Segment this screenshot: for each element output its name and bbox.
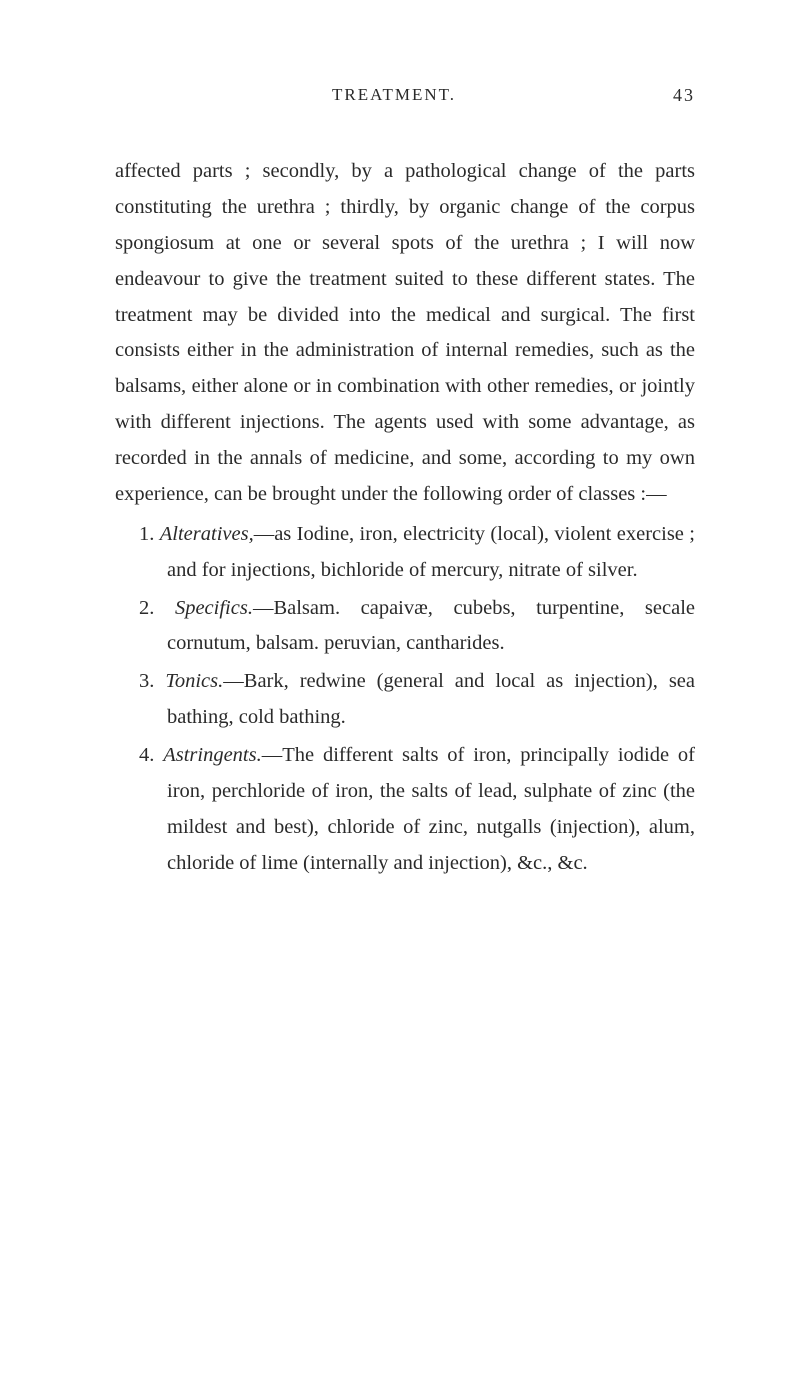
item-text: —Bark, redwine (general and local as inj… [167,670,695,728]
list-item-2: 2. Specifics.—Balsam. capaivæ, cubebs, t… [139,591,695,663]
item-number: 3. [139,670,154,692]
main-paragraph: affected parts ; secondly, by a patholog… [115,154,695,513]
item-label: Specifics. [175,597,253,619]
list-item-4: 4. Astringents.—The different salts of i… [139,738,695,882]
item-label: Alteratives, [160,523,254,545]
header-title: TREATMENT. [115,85,673,106]
item-number: 1. [139,523,154,545]
page-header: TREATMENT. 43 [115,85,695,106]
item-label: Astringents. [163,744,262,766]
item-label: Tonics. [165,670,223,692]
item-number: 2. [139,597,154,619]
page-content: affected parts ; secondly, by a patholog… [115,154,695,882]
item-number: 4. [139,744,154,766]
page-number: 43 [673,85,695,106]
list-item-3: 3. Tonics.—Bark, redwine (general and lo… [139,664,695,736]
list-item-1: 1. Alteratives,—as Iodine, iron, electri… [139,517,695,589]
